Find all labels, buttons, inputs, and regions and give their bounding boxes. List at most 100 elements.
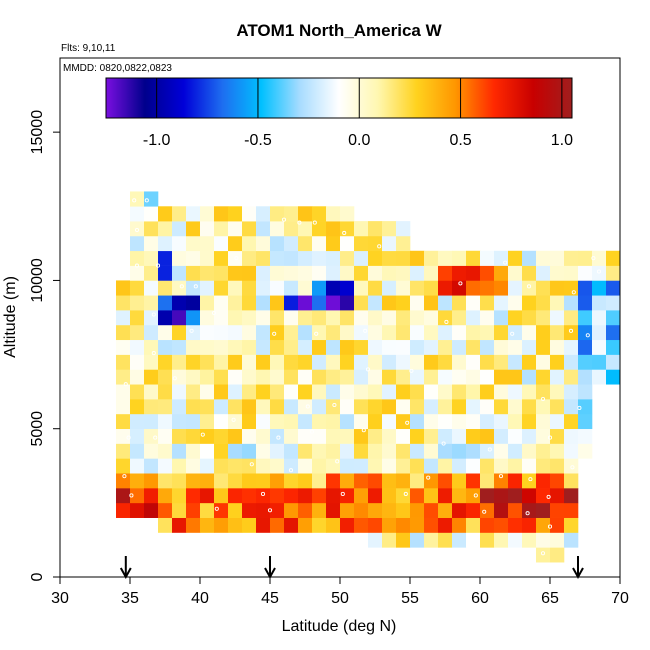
heatmap-cells	[116, 191, 621, 563]
heatmap-cell	[424, 413, 439, 430]
heatmap-cell	[508, 502, 523, 518]
heatmap-cell	[298, 295, 313, 311]
heatmap-cell	[326, 221, 341, 237]
heatmap-cell	[340, 458, 355, 474]
heatmap-cell	[116, 369, 131, 385]
heatmap-cell	[382, 324, 397, 341]
heatmap-cell	[578, 354, 593, 370]
heatmap-cell	[606, 250, 621, 266]
heatmap-cell	[480, 354, 495, 370]
heatmap-cell	[494, 458, 509, 474]
heatmap-cell	[424, 324, 439, 341]
heatmap-cell	[550, 532, 565, 548]
heatmap-cell	[382, 354, 397, 370]
heatmap-cell	[200, 488, 215, 504]
heatmap-cell	[130, 280, 145, 296]
data-point-marker	[426, 475, 431, 480]
heatmap-cell	[284, 384, 299, 400]
heatmap-cell	[270, 295, 285, 311]
heatmap-cell	[158, 428, 173, 444]
heatmap-cell	[368, 369, 383, 385]
flight-arrow	[264, 556, 276, 580]
heatmap-cell	[256, 473, 271, 489]
heatmap-cell	[452, 265, 467, 281]
heatmap-cell	[536, 295, 551, 311]
heatmap-cell	[522, 354, 537, 370]
heatmap-cell	[466, 250, 481, 266]
data-point-marker	[510, 331, 515, 336]
heatmap-cell	[186, 488, 201, 504]
heatmap-cell	[494, 413, 509, 430]
heatmap-cell	[452, 250, 467, 266]
heatmap-cell	[312, 384, 327, 400]
heatmap-cell	[410, 295, 425, 311]
heatmap-cell	[354, 339, 369, 355]
heatmap-cell	[368, 502, 383, 518]
heatmap-cell	[522, 443, 537, 459]
heatmap-cell	[158, 221, 173, 237]
heatmap-cell	[144, 443, 159, 459]
heatmap-cell	[200, 413, 215, 430]
heatmap-cell	[200, 280, 215, 296]
heatmap-cell	[592, 250, 607, 266]
heatmap-cell	[438, 250, 453, 266]
heatmap-cell	[382, 473, 397, 489]
heatmap-cell	[382, 517, 397, 533]
flight-arrow	[572, 556, 584, 580]
heatmap-cell	[480, 280, 495, 296]
data-point-marker	[546, 494, 551, 499]
heatmap-cell	[368, 488, 383, 504]
heatmap-cell	[312, 310, 327, 326]
heatmap-cell	[200, 502, 215, 518]
heatmap-cell	[410, 502, 425, 518]
heatmap-cell	[508, 280, 523, 296]
heatmap-cell	[550, 488, 565, 504]
heatmap-cell	[368, 517, 383, 533]
data-point-marker	[260, 491, 266, 497]
heatmap-cell	[130, 369, 145, 385]
heatmap-cell	[480, 413, 495, 430]
heatmap-cell	[172, 310, 187, 326]
heatmap-cell	[410, 369, 425, 385]
heatmap-cell	[214, 473, 229, 489]
heatmap-cell	[172, 413, 187, 430]
heatmap-cell	[228, 206, 243, 222]
heatmap-cell	[578, 280, 593, 296]
heatmap-cell	[354, 295, 369, 311]
heatmap-cell	[312, 443, 327, 459]
heatmap-cell	[116, 324, 131, 341]
heatmap-cell	[368, 443, 383, 459]
heatmap-cell	[214, 339, 229, 355]
heatmap-cell	[228, 265, 243, 281]
heatmap-cell	[144, 324, 159, 341]
heatmap-cell	[116, 428, 131, 444]
heatmap-cell	[326, 384, 341, 400]
heatmap-cell	[424, 517, 439, 533]
heatmap-cell	[536, 532, 551, 548]
heatmap-cell	[214, 384, 229, 400]
heatmap-cell	[116, 295, 131, 311]
heatmap-cell	[158, 369, 173, 385]
heatmap-cell	[354, 221, 369, 237]
heatmap-cell	[578, 339, 593, 355]
heatmap-cell	[200, 235, 215, 252]
heatmap-cell	[298, 235, 313, 252]
heatmap-cell	[172, 458, 187, 474]
heatmap-cell	[214, 280, 229, 296]
heatmap-cell	[172, 221, 187, 237]
heatmap-cell	[354, 310, 369, 326]
heatmap-cell	[354, 250, 369, 266]
heatmap-cell	[424, 354, 439, 370]
heatmap-cell	[242, 488, 257, 504]
heatmap-cell	[564, 413, 579, 430]
heatmap-cell	[368, 473, 383, 489]
heatmap-cell	[144, 458, 159, 474]
heatmap-cell	[396, 221, 411, 237]
y-axis: 0 5000 10000 15000	[29, 110, 60, 581]
heatmap-cell	[354, 265, 369, 281]
heatmap-cell	[396, 280, 411, 296]
heatmap-cell	[340, 295, 355, 311]
heatmap-cell	[340, 502, 355, 518]
heatmap-cell	[438, 458, 453, 474]
data-point-marker	[134, 227, 140, 233]
